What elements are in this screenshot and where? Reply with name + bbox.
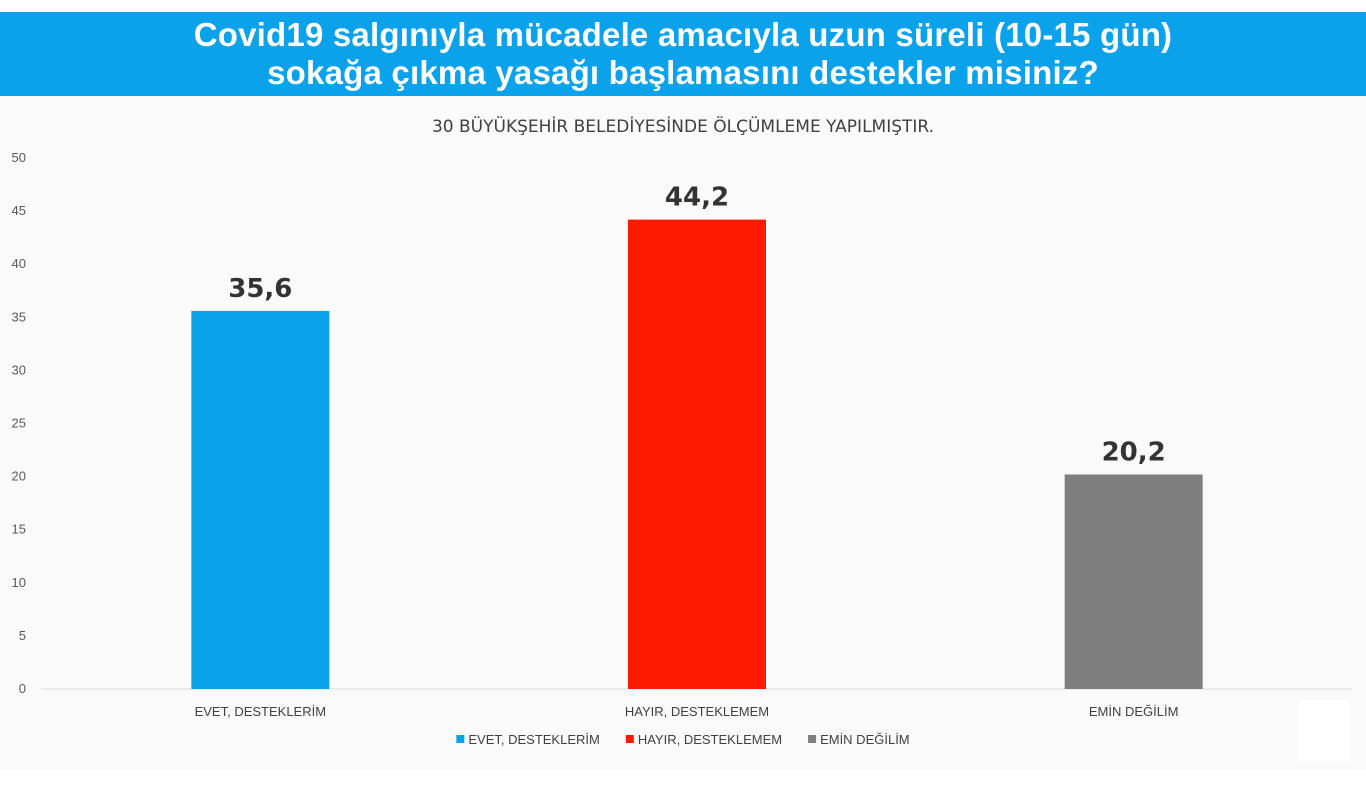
bar [1064, 474, 1203, 689]
x-tick-label: HAYIR, DESTEKLEMEM [625, 704, 769, 719]
title-banner: Covid19 salgınıyla mücadele amacıyla uzu… [0, 12, 1366, 96]
y-tick-label: 50 [12, 150, 26, 165]
data-label: 35,6 [228, 274, 292, 304]
data-label: 44,2 [665, 183, 729, 213]
chart-area: 30 BÜYÜKŞEHİR BELEDİYESİNDE ÖLÇÜMLEME YA… [0, 96, 1366, 770]
y-tick-label: 25 [12, 416, 26, 431]
chart-title-line-1: Covid19 salgınıyla mücadele amacıyla uzu… [193, 16, 1173, 53]
y-tick-label: 15 [12, 522, 26, 537]
legend-item: EMİN DEĞİLİM [808, 732, 910, 747]
y-tick-label: 45 [12, 203, 26, 218]
bar [628, 219, 766, 689]
y-tick-label: 0 [19, 681, 26, 696]
chart-subtitle: 30 BÜYÜKŞEHİR BELEDİYESİNDE ÖLÇÜMLEME YA… [432, 115, 934, 137]
y-tick-label: 10 [12, 575, 26, 590]
legend-swatch [456, 735, 465, 743]
legend-swatch [808, 735, 817, 743]
legend-label: HAYIR, DESTEKLEMEM [638, 732, 782, 747]
x-tick-label: EVET, DESTEKLERİM [195, 704, 326, 719]
bars: 35,6 44,2 20,2 [191, 183, 1203, 689]
legend-label: EVET, DESTEKLERİM [468, 732, 599, 747]
y-axis: 0 5 10 15 20 25 30 35 40 45 50 [12, 150, 26, 696]
corner-box [1298, 700, 1350, 762]
legend-label: EMİN DEĞİLİM [820, 732, 910, 747]
y-tick-label: 40 [12, 256, 26, 271]
legend-item: EVET, DESTEKLERİM [456, 732, 600, 747]
y-tick-label: 20 [12, 469, 26, 484]
data-label: 20,2 [1102, 437, 1166, 467]
y-tick-label: 30 [12, 362, 26, 377]
bar-chart: 30 BÜYÜKŞEHİR BELEDİYESİNDE ÖLÇÜMLEME YA… [12, 115, 1352, 747]
legend-item: HAYIR, DESTEKLEMEM [625, 732, 782, 747]
x-tick-label: EMİN DEĞİLİM [1089, 704, 1179, 719]
y-tick-label: 5 [19, 628, 26, 643]
chart-title-line-2: sokağa çıkma yasağı başlamasını destekle… [267, 54, 1099, 91]
bar [191, 310, 330, 689]
legend-swatch [625, 735, 634, 743]
legend: EVET, DESTEKLERİM HAYIR, DESTEKLEMEM EMİN … [456, 732, 910, 747]
x-axis: EVET, DESTEKLERİM HAYIR, DESTEKLEMEM EMİN … [195, 704, 1179, 719]
y-tick-label: 35 [12, 309, 26, 324]
